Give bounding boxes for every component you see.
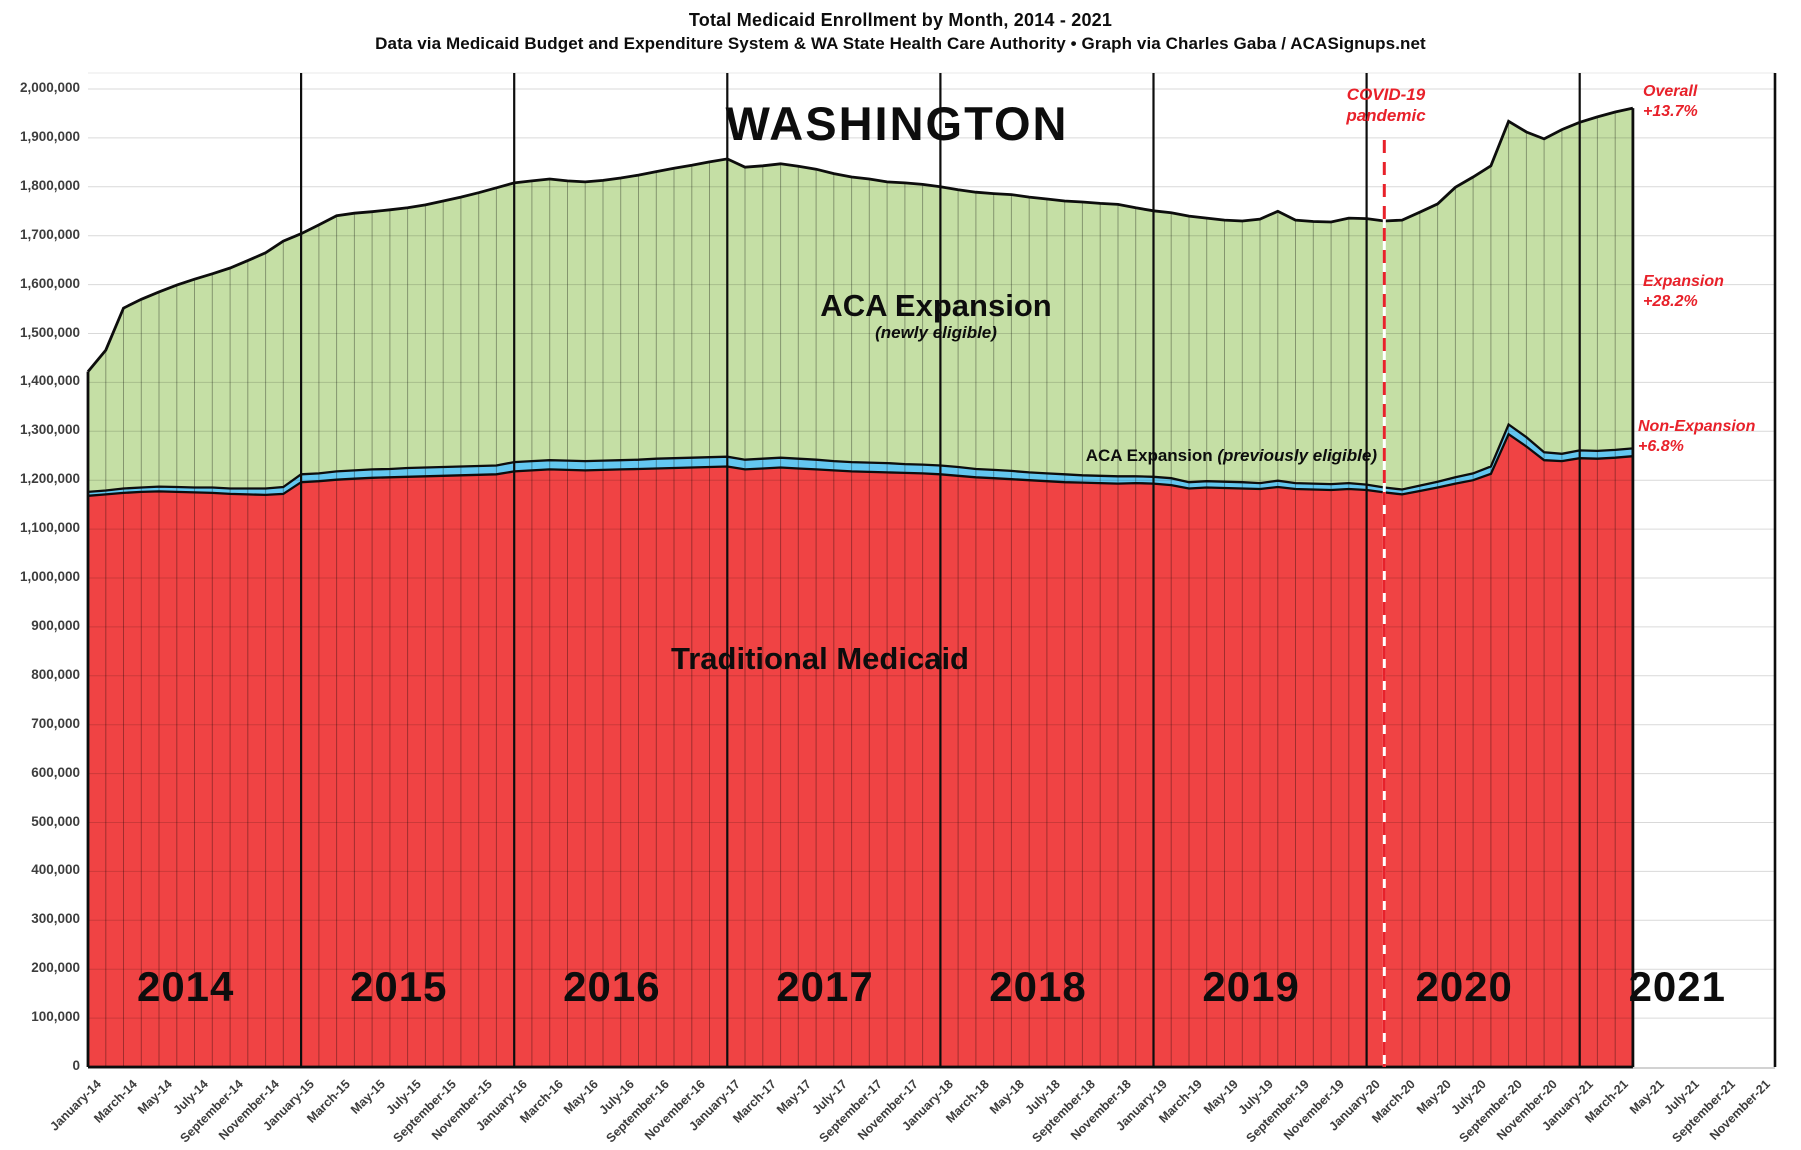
previously-eligible-strip-label: ACA Expansion (previously eligible) (1086, 446, 1377, 466)
y-axis-tick-label: 500,000 (31, 813, 80, 829)
expansion-annotation-line1: Expansion (1643, 273, 1724, 290)
aca-expansion-area-sublabel: (newly eligible) (875, 323, 997, 342)
y-axis-tick-label: 1,300,000 (19, 422, 80, 438)
y-axis-tick-label: 700,000 (31, 715, 80, 731)
y-axis-tick-label: 400,000 (31, 862, 80, 878)
traditional-top-line (87, 432, 1633, 497)
page-subtitle: Data via Medicaid Budget and Expenditure… (375, 34, 1426, 53)
y-axis-tick-label: 100,000 (31, 1009, 80, 1025)
covid-pandemic-annotation: COVID-19 pandemic (1346, 84, 1425, 127)
y-axis-tick-label: 900,000 (31, 617, 80, 633)
page-title: Total Medicaid Enrollment by Month, 2014… (688, 10, 1113, 30)
previously-eligible-strip-label-italic: (previously eligible) (1217, 446, 1377, 465)
non-expansion-annotation-line1: Non-Expansion (1638, 418, 1756, 435)
y-axis-tick-label: 1,100,000 (19, 520, 80, 536)
covid-annotation-line2: pandemic (1346, 106, 1426, 126)
covid-annotation-line1: COVID-19 (1346, 85, 1426, 104)
overall-change-annotation: Overall +13.7% (1643, 82, 1698, 122)
y-axis-tick-label: 1,800,000 (19, 177, 80, 193)
non-expansion-annotation-line2: +6.8% (1638, 438, 1684, 455)
overall-annotation-line1: Overall (1643, 83, 1698, 100)
y-axis-tick-label: 1,200,000 (19, 471, 80, 487)
overall-annotation-line2: +13.7% (1643, 103, 1698, 120)
y-axis-tick-label: 800,000 (31, 666, 80, 682)
previously-eligible-strip-label-bold: ACA Expansion (1085, 446, 1218, 465)
year-label: 2021 (1628, 963, 1727, 1010)
aca-expansion-area-label: ACA Expansion (820, 288, 1052, 323)
y-axis-tick-label: 300,000 (31, 911, 80, 927)
year-label: 2014 (136, 963, 235, 1010)
y-axis-tick-label: 200,000 (31, 960, 80, 976)
state-title: WASHINGTON (725, 97, 1069, 150)
expansion-change-annotation: Expansion +28.2% (1643, 272, 1724, 312)
y-axis-tick-label: 1,400,000 (19, 373, 80, 389)
y-axis-tick-label: 0 (72, 1058, 80, 1073)
total-top-line (86, 106, 1634, 373)
y-axis-tick-label: 1,700,000 (19, 226, 80, 242)
year-label: 2016 (563, 963, 661, 1010)
traditional-medicaid-area-label: Traditional Medicaid (671, 641, 969, 676)
newly-eligible-area (88, 108, 1633, 492)
non-expansion-change-annotation: Non-Expansion +6.8% (1638, 417, 1755, 457)
year-label: 2020 (1415, 963, 1513, 1010)
y-axis-tick-label: 1,900,000 (19, 128, 80, 144)
y-axis-tick-label: 600,000 (31, 764, 80, 780)
y-axis-tick-label: 1,600,000 (19, 275, 80, 291)
year-label: 2019 (1202, 963, 1300, 1010)
year-label: 2017 (776, 963, 874, 1010)
y-axis-tick-label: 1,500,000 (19, 324, 80, 340)
y-axis-tick-label: 2,000,000 (19, 80, 80, 95)
y-axis-tick-label: 1,000,000 (19, 569, 80, 584)
previously-eligible-top-line (87, 422, 1633, 494)
year-label: 2015 (350, 963, 448, 1010)
traditional-area (88, 434, 1633, 1067)
expansion-annotation-line2: +28.2% (1643, 293, 1698, 310)
year-label: 2018 (989, 963, 1087, 1010)
